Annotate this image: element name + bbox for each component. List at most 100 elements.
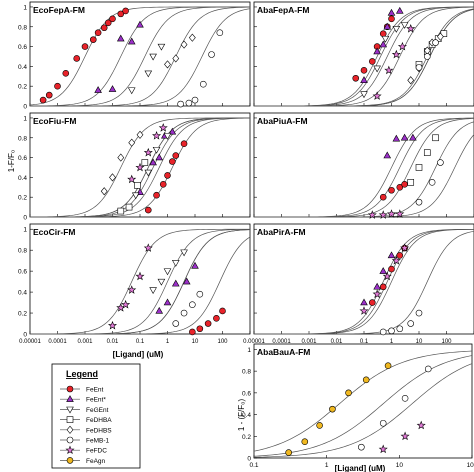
y-tick-label: 0 <box>23 332 27 339</box>
data-point-FeEnt <box>379 283 387 291</box>
data-point-FeEnt <box>122 7 129 15</box>
legend-item-FeAgn: FeAgn <box>60 457 106 465</box>
y-tick-label: 0.6 <box>242 390 251 397</box>
y-tick-label: 1 <box>23 227 27 234</box>
data-point-FeMB-1 <box>208 51 215 58</box>
y-axis-title-left: 1-F/F₀ <box>7 150 16 172</box>
fit-curve-FeMB-1 <box>30 8 251 107</box>
x-tick-label: 0.1 <box>360 339 369 345</box>
data-point-FeMB-1 <box>401 394 409 402</box>
data-point-FeMB-1 <box>388 327 395 335</box>
data-point-FeEnt* <box>392 134 401 142</box>
panel-frame <box>253 1 474 107</box>
legend-marker-FeDHBA <box>66 416 74 423</box>
data-point-FeGEnt <box>360 91 368 99</box>
data-point-FeGEnt <box>400 22 409 29</box>
fit-curve-FeFDC <box>254 134 474 218</box>
panel-AbaBauA-FM: 0 0.2 0.4 0.6 0.8 1 0.1 1 10 100 AbaBauA-FM <box>242 343 474 469</box>
panel-title: AbaFepA-FM <box>257 5 309 15</box>
y-tick-label: 1 <box>23 4 27 11</box>
y-tick-label: 0.4 <box>18 175 27 182</box>
data-point-FeEnt <box>94 29 102 37</box>
data-point-FeEnt <box>100 24 108 32</box>
y-tick-label: 0.2 <box>18 311 27 318</box>
data-point-FeAgn <box>362 376 370 384</box>
legend-label: FeDHBA <box>86 417 112 424</box>
x-tick-label: 0.0001 <box>272 339 291 345</box>
data-point-FeEnt <box>45 91 53 99</box>
data-point-FeMB-1 <box>180 309 188 317</box>
data-point-FeEnt <box>388 186 395 194</box>
data-point-FeEnt <box>388 15 395 23</box>
legend-label: FeDHBS <box>86 427 112 434</box>
legend-label: FeAgn <box>86 458 106 465</box>
data-point-FeFDC <box>391 49 401 59</box>
data-point-FeMB-1 <box>196 290 204 298</box>
y-tick-label: 0.2 <box>18 195 27 202</box>
data-point-FeEnt* <box>155 306 164 314</box>
data-point-FeEnt <box>73 55 81 62</box>
x-tick-label: 0.001 <box>301 339 317 345</box>
data-point-FeEnt <box>109 15 116 23</box>
data-point-FeGEnt <box>157 278 166 286</box>
data-point-FeFDC <box>143 243 153 252</box>
data-point-FeEnt <box>368 299 376 306</box>
data-point-FeGEnt <box>381 35 390 43</box>
data-point-FeEnt* <box>360 76 368 83</box>
y-axis-title-left-text: 1-F/F₀ <box>7 150 16 172</box>
panel-frame <box>29 1 251 107</box>
y-tick-label: 0.2 <box>18 84 27 91</box>
data-point-FeMB-1 <box>191 96 199 104</box>
data-point-FeEnt* <box>94 86 102 93</box>
x-tick-label: 100 <box>217 339 228 345</box>
x-tick-label: 0.1 <box>249 462 258 469</box>
y-tick-label: 0.6 <box>18 155 27 162</box>
x-tick-label: 10 <box>192 339 199 345</box>
fit-curve-FeMB-1 <box>30 229 251 335</box>
data-point-FeMB-1 <box>189 301 196 308</box>
data-point-FeEnt* <box>171 279 180 287</box>
legend-marker-FeGEnt <box>66 406 74 414</box>
data-point-FeGEnt <box>144 169 153 177</box>
data-point-FeDHBS <box>136 130 144 139</box>
data-point-FeGEnt <box>131 192 140 200</box>
panel-frame <box>29 223 251 335</box>
legend-item-FeFDC: FeFDC <box>60 445 107 455</box>
panel-AbaPirA-FM: AbaPirA-FM <box>253 223 474 336</box>
data-point-FeAgn <box>345 389 352 397</box>
data-point-FeGEnt <box>180 249 188 257</box>
legend-item-FeDHBA: FeDHBA <box>60 416 112 424</box>
data-point-FeAgn <box>329 405 336 413</box>
y-tick-label: 1 <box>23 115 27 122</box>
data-point-FeDHBS <box>164 60 171 69</box>
data-point-FeMB-1 <box>216 29 224 37</box>
x-tick-label: 10 <box>396 462 404 469</box>
legend-marker-FeAgn <box>66 457 74 464</box>
data-point-FeEnt* <box>163 298 172 306</box>
data-point-FeMB-1 <box>423 53 431 60</box>
x-tick-label: 0.0001 <box>48 339 67 345</box>
y-tick-label: 0.4 <box>18 290 27 297</box>
data-point-FeDHBA <box>117 207 125 215</box>
data-point-FeEnt <box>62 70 70 77</box>
data-point-FeMB-1 <box>185 99 193 107</box>
data-point-FeDHBA <box>423 149 431 156</box>
x-tick-label: 1 <box>390 339 394 345</box>
data-point-FeGEnt <box>144 70 153 78</box>
data-point-FeMB-1 <box>407 320 415 327</box>
fit-curve-FeFDC <box>253 363 473 458</box>
fit-curve-FeFDC <box>29 228 250 335</box>
data-point-FeEnt <box>144 206 152 214</box>
data-point-FeEnt <box>360 67 368 74</box>
x-tick-label: 0.00001 <box>243 339 265 345</box>
data-point-FeEnt <box>153 191 160 199</box>
data-point-FeEnt <box>352 74 360 82</box>
data-point-FeDHBS <box>437 32 444 41</box>
data-point-FeDHBA <box>415 164 423 171</box>
data-point-FeDHBA <box>125 203 133 211</box>
data-point-FeEnt <box>379 193 387 201</box>
x-tick-label: 10 <box>416 339 423 345</box>
data-point-FeEnt* <box>373 47 381 55</box>
data-point-FeFDC <box>107 320 118 330</box>
legend-label: FeFDC <box>86 448 107 455</box>
